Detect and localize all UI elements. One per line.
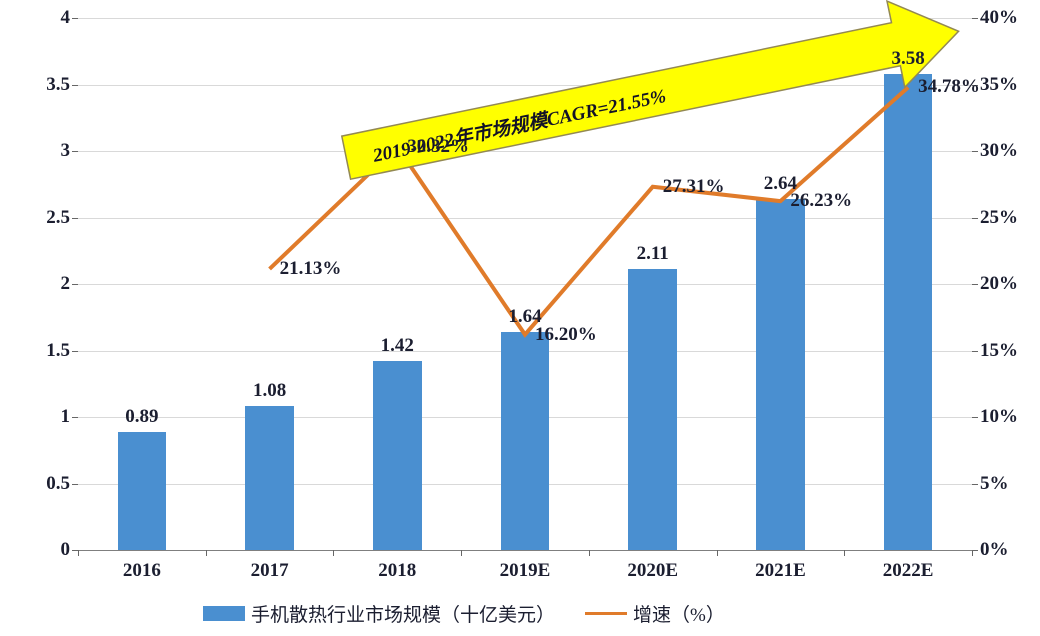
x-tick-label: 2016 [123, 560, 161, 582]
y-right-tick [972, 351, 978, 352]
legend-swatch [585, 612, 627, 615]
gridline [78, 284, 972, 285]
legend-item: 手机散热行业市场规模（十亿美元） [203, 600, 555, 627]
y-right-tick [972, 284, 978, 285]
y-right-tick [972, 151, 978, 152]
x-tick [78, 550, 79, 556]
line-value-label: 16.20% [535, 324, 597, 346]
bar-value-label: 0.89 [125, 406, 158, 428]
bar-value-label: 2.11 [637, 243, 669, 265]
x-tick-label: 2020E [627, 560, 678, 582]
bar-value-label: 1.42 [381, 335, 414, 357]
y-left-tick [72, 218, 78, 219]
plot-area [78, 18, 972, 550]
line-value-label: 27.31% [663, 176, 725, 198]
legend-label: 手机散热行业市场规模（十亿美元） [251, 600, 555, 627]
y-right-tick [972, 18, 978, 19]
gridline [78, 218, 972, 219]
bar [756, 199, 805, 550]
legend-label: 增速（%） [633, 600, 725, 627]
bar [501, 332, 550, 550]
y-right-tick-label: 30% [972, 140, 1018, 162]
y-left-tick [72, 18, 78, 19]
line-value-label: 26.23% [790, 190, 852, 212]
y-left-tick [72, 85, 78, 86]
x-tick-label: 2019E [500, 560, 551, 582]
y-right-tick [972, 417, 978, 418]
y-right-tick-label: 40% [972, 7, 1018, 29]
y-right-tick-label: 10% [972, 406, 1018, 428]
x-axis-baseline [78, 550, 972, 551]
y-left-tick [72, 284, 78, 285]
y-left-tick [72, 151, 78, 152]
legend-item: 增速（%） [585, 600, 725, 627]
gridline [78, 151, 972, 152]
x-tick [717, 550, 718, 556]
legend-swatch [203, 606, 245, 621]
y-left-tick [72, 417, 78, 418]
x-tick [972, 550, 973, 556]
y-right-tick [972, 484, 978, 485]
gridline [78, 18, 972, 19]
y-right-tick-label: 25% [972, 207, 1018, 229]
x-tick-label: 2017 [251, 560, 289, 582]
x-tick [589, 550, 590, 556]
x-tick [461, 550, 462, 556]
bar [884, 74, 933, 550]
bar [118, 432, 167, 550]
bar [373, 361, 422, 550]
gridline [78, 85, 972, 86]
line-value-label: 34.78% [918, 76, 980, 98]
bar [245, 406, 294, 550]
y-right-tick-label: 20% [972, 273, 1018, 295]
y-right-tick [972, 218, 978, 219]
y-left-tick [72, 351, 78, 352]
x-tick [206, 550, 207, 556]
line-value-label: 21.13% [280, 258, 342, 280]
x-tick-label: 2021E [755, 560, 806, 582]
bar-value-label: 3.58 [892, 48, 925, 70]
bar-value-label: 1.08 [253, 380, 286, 402]
y-right-tick-label: 15% [972, 340, 1018, 362]
y-left-tick [72, 484, 78, 485]
line-value-label: 30.32% [407, 136, 469, 158]
chart-container: 2019-2022年市场规模CAGR=21.55% 手机散热行业市场规模（十亿美… [0, 0, 1040, 636]
x-tick-label: 2022E [883, 560, 934, 582]
x-tick-label: 2018 [378, 560, 416, 582]
x-tick [333, 550, 334, 556]
x-tick [844, 550, 845, 556]
legend: 手机散热行业市场规模（十亿美元） 增速（%） [203, 600, 725, 627]
bar [628, 269, 677, 550]
